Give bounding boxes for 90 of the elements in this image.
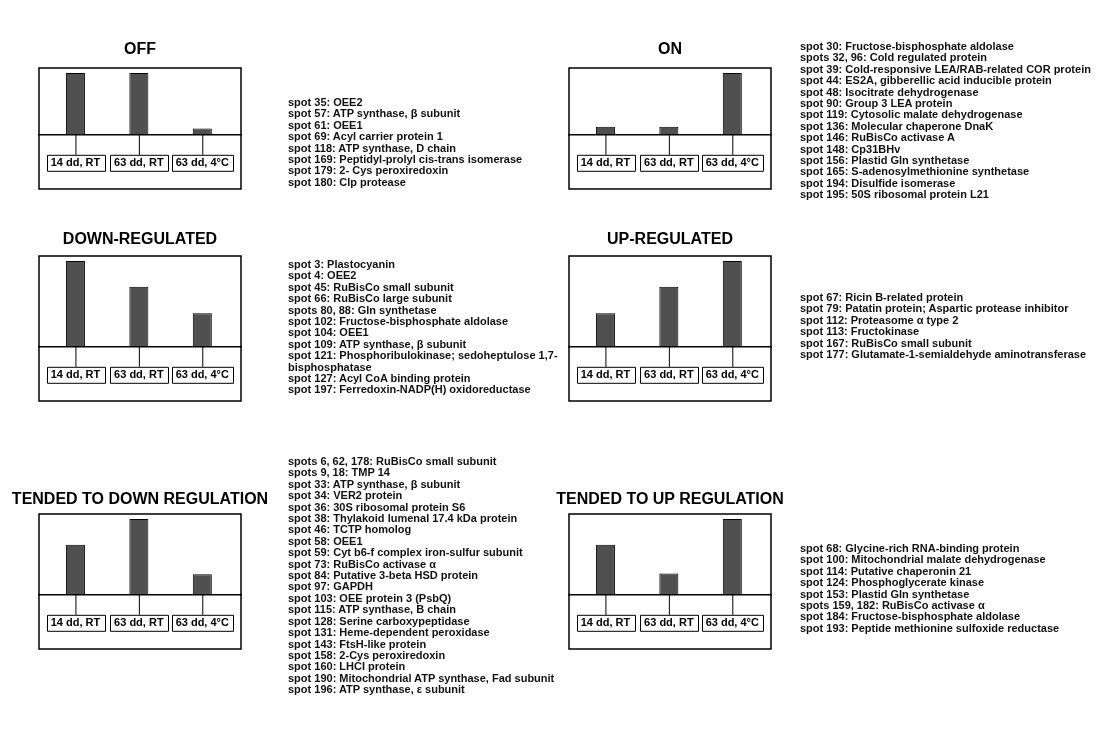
text: spot 100: Mitochondrial malate dehydrogenase [800,553,1047,566]
x-tick-label: 14 dd, RT [580,616,631,629]
text: spot 48: Isocitrate dehydrogenase [800,85,980,99]
text: spot 61: OEE1 [288,118,363,132]
x-tick-label: 63 dd, RT [114,616,164,629]
text: spot 79: Patatin protein; Aspartic protease inhibitor [800,302,1070,315]
text: spot 114: Putative chaperonin 21 [800,564,972,578]
text: spot 153: Plastid Gln synthetase [800,587,971,601]
text: spot 180: Clp protease [288,175,406,189]
text: spots 80, 88: Gln synthetase [288,303,438,317]
text: spot 113: Fructokinase [800,325,921,338]
text: spot 90: Group 3 LEA protein [800,97,953,110]
text: spot 196: ATP synthase, ε subunit [288,683,465,696]
text: spot 44: ES2A, gibberellic acid inducible protein [800,74,1053,87]
text: spot 3: Plastocyanin [288,258,396,271]
text: spot 4: OEE2 [288,269,357,282]
text: spot 131: Heme-dependent peroxidase [288,626,491,639]
text: spot 184: Fructose-bisphosphate aldolase [800,610,1022,623]
text: spot 69: Acyl carrier protein 1 [288,130,444,143]
x-tick-label: 63 dd, RT [114,368,164,381]
text: spot 167: RuBisCo small subunit [800,336,973,350]
text: spot 58: OEE1 [288,534,363,548]
text: spots 6, 62, 178: RuBisCo small subunit [288,455,498,468]
text: spot 127: Acyl CoA binding protein [288,372,472,385]
chart-title: OFF [124,40,156,58]
text: spot 39: Cold-responsive LEA/RAB-related COR protein [800,62,1092,76]
x-tick-label: 63 dd, 4°C [705,616,759,629]
text: spot 197: Ferredoxin-NADP(H) oxidoreductase [288,383,532,396]
text: spot 169: Peptidyl-prolyl cis-trans isomerase [288,153,523,166]
text: spot 146: RuBisCo activase A [800,131,955,144]
text: spot 38: Thylakoid lumenal 17.4 kDa protein [288,512,519,525]
text: spot 136: Molecular chaperone DnaK [800,119,994,133]
text: spot 165: S-adenosylmethionine synthetase [800,165,1031,178]
x-tick-label: 14 dd, RT [50,156,101,169]
text: spot 112: Proteasome α type 2 [800,313,959,327]
text: spot 177: Glutamate-1-semialdehyde aminotransferase [800,348,1088,361]
text: spot 67: Ricin B-related protein [800,291,964,304]
text: spot 190: Mitochondrial ATP synthase, Fad subunit [288,671,556,685]
text: spot 103: OEE protein 3 (PsbQ) [288,591,452,605]
text: spot 109: ATP synthase, β subunit [288,337,467,351]
x-tick-label: 63 dd, 4°C [175,368,229,381]
chart-title: ON [658,40,682,58]
text: spot 84: Putative 3-beta HSD protein [288,569,480,582]
text: spot 118: ATP synthase, D chain [288,141,457,155]
text: spot 160: LHCI protein [288,660,406,673]
text: spot 119: Cytosolic malate dehydrogenase [800,108,1024,121]
x-tick-label: 63 dd, 4°C [705,156,759,169]
text: spot 57: ATP synthase, β subunit [288,107,462,120]
chart-title: DOWN-REGULATED [62,230,218,248]
text: spot 35: OEE2 [288,96,363,109]
text: spot 36: 30S ribosomal protein S6 [288,500,466,513]
text: spot 148: Cp31BHv [800,142,902,156]
text: spot 102: Fructose-bisphosphate aldolase [288,315,510,328]
x-tick-label: 63 dd, RT [114,156,164,169]
text: spot 68: Glycine-rich RNA-binding protein [800,542,1020,555]
text: spot 97: GAPDH [288,580,374,593]
text: spot 156: Plastid Gln synthetase [800,154,971,167]
text: spot 124: Phosphoglycerate kinase [800,576,985,589]
chart-title: TENDED TO UP REGULATION [556,490,784,508]
text: spots 159, 182: RuBisCo activase α [800,599,985,612]
text: spots 32, 96: Cold regulated protein [800,51,989,64]
text: spot 46: TCTP homolog [288,523,413,536]
text: spot 104: OEE1 [288,326,369,339]
text: spot 193: Peptide methionine sulfoxide reductase [800,621,1061,635]
text: spot 143: FtsH-like protein [288,637,427,650]
text: spot 179: 2- Cys peroxiredoxin [288,164,449,177]
chart-title: TENDED TO DOWN REGULATION [11,490,269,508]
text: spot 66: RuBisCo large subunit [288,292,453,305]
text: spot 30: Fructose-bisphosphate aldolase [800,40,1015,53]
x-tick-label: 63 dd, 4°C [175,616,229,629]
x-tick-label: 14 dd, RT [50,616,101,629]
text: spot 33: ATP synthase, β subunit [288,477,462,491]
x-tick-label: 14 dd, RT [580,368,631,381]
text: spot 128: Serine carboxypeptidase [288,614,470,627]
x-tick-label: 63 dd, RT [644,616,694,629]
chart-title: UP-REGULATED [607,230,733,248]
x-tick-label: 63 dd, RT [644,368,694,381]
x-tick-label: 63 dd, 4°C [175,156,229,169]
x-tick-label: 14 dd, RT [50,368,101,381]
x-tick-label: 14 dd, RT [580,156,631,169]
text: spot 115: ATP synthase, B chain [288,603,457,616]
text: spot 34: VER2 protein [288,489,403,502]
x-tick-label: 63 dd, 4°C [705,368,759,381]
text: spot 194: Disulfide isomerase [800,176,956,190]
text: spot 59: Cyt b6-f complex iron-sulfur subunit [288,546,524,559]
text: spot 45: RuBisCo small subunit [288,280,455,294]
text: spots 9, 18: TMP 14 [288,466,391,479]
x-tick-label: 63 dd, RT [644,156,694,169]
text: spot 73: RuBisCo activase α [288,557,437,571]
text: spot 195: 50S ribosomal protein L21 [800,188,990,201]
